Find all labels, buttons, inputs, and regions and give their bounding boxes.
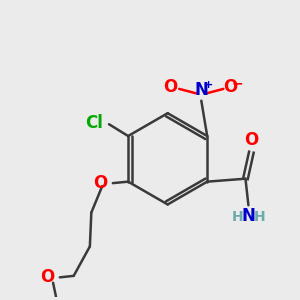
Text: O: O [244,131,259,149]
Text: −: − [232,76,243,90]
Text: H: H [254,210,266,224]
Text: Cl: Cl [85,114,103,132]
Text: O: O [40,268,55,286]
Text: O: O [224,78,238,96]
Text: O: O [93,174,107,192]
Text: +: + [204,80,213,90]
Text: H: H [231,210,243,224]
Text: O: O [164,78,178,96]
Text: N: N [242,207,255,225]
Text: N: N [194,81,208,99]
